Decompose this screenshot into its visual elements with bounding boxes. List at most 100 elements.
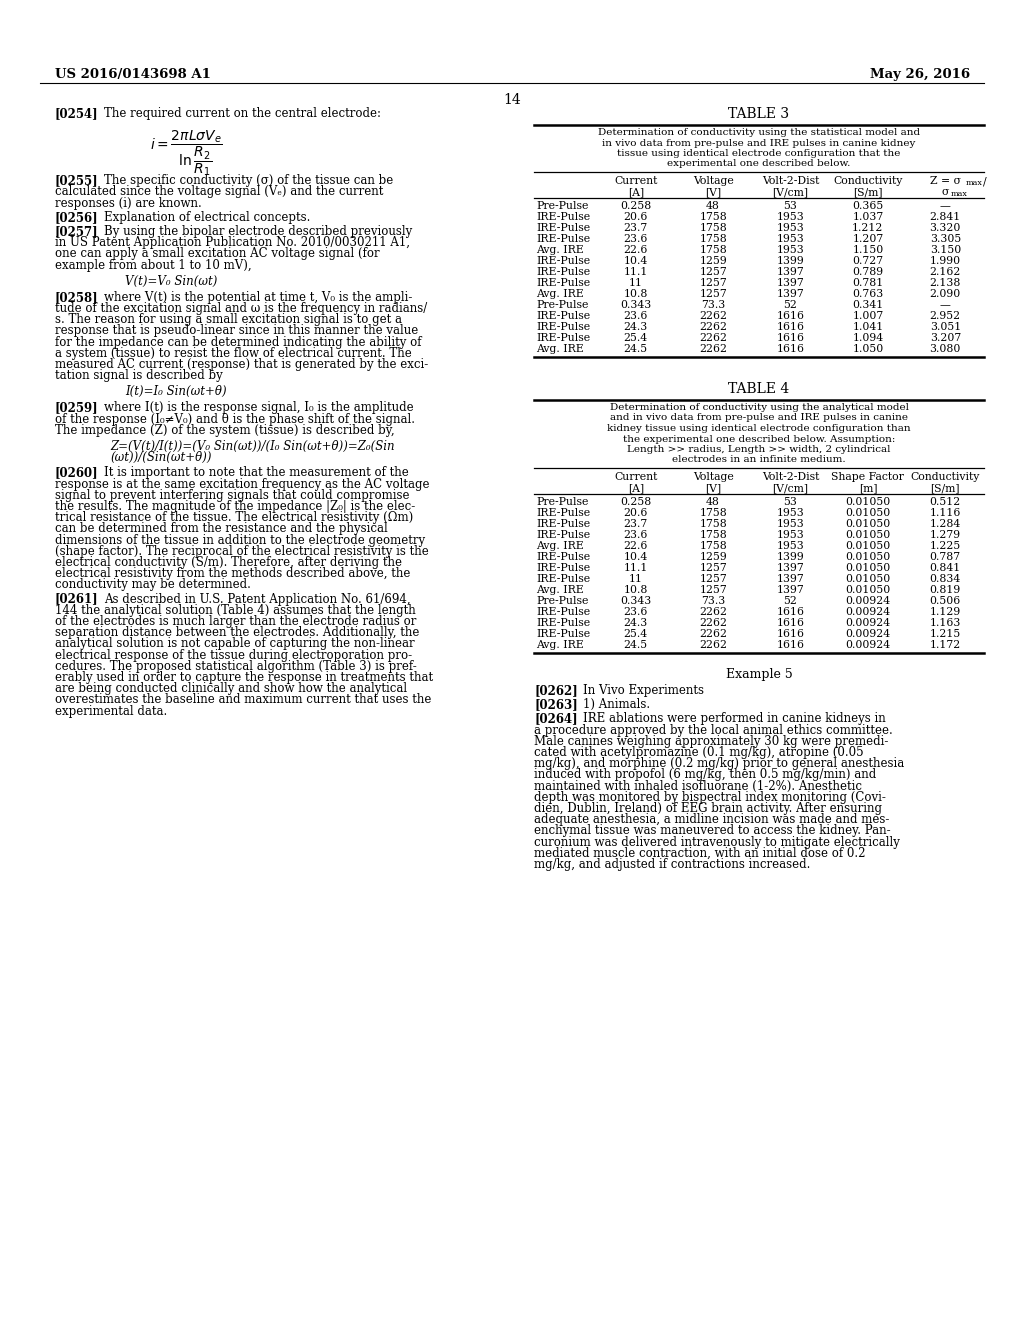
Text: 1257: 1257 <box>699 267 727 277</box>
Text: Male canines weighing approximately 30 kg were premedi-: Male canines weighing approximately 30 k… <box>534 735 889 748</box>
Text: for the impedance can be determined indicating the ability of: for the impedance can be determined indi… <box>55 335 422 348</box>
Text: 11.1: 11.1 <box>624 267 648 277</box>
Text: $i = \dfrac{2\pi L\sigma V_e}{\ln\dfrac{R_2}{R_1}}$: $i = \dfrac{2\pi L\sigma V_e}{\ln\dfrac{… <box>150 128 222 178</box>
Text: Pre-Pulse: Pre-Pulse <box>536 300 589 310</box>
Text: [S/m]: [S/m] <box>931 483 961 492</box>
Text: Volt-2-Dist: Volt-2-Dist <box>762 473 819 482</box>
Text: signal to prevent interfering signals that could compromise: signal to prevent interfering signals th… <box>55 488 410 502</box>
Text: conductivity may be determined.: conductivity may be determined. <box>55 578 251 591</box>
Text: 3.150: 3.150 <box>930 246 961 255</box>
Text: IRE-Pulse: IRE-Pulse <box>536 279 590 288</box>
Text: 0.00924: 0.00924 <box>846 640 891 649</box>
Text: [0261]: [0261] <box>55 593 98 606</box>
Text: 1259: 1259 <box>699 552 727 562</box>
Text: 2262: 2262 <box>699 345 727 354</box>
Text: are being conducted clinically and show how the analytical: are being conducted clinically and show … <box>55 682 408 696</box>
Text: electrical response of the tissue during electroporation pro-: electrical response of the tissue during… <box>55 648 412 661</box>
Text: can be determined from the resistance and the physical: can be determined from the resistance an… <box>55 523 388 536</box>
Text: Avg. IRE: Avg. IRE <box>536 289 584 300</box>
Text: 0.01050: 0.01050 <box>845 564 891 573</box>
Text: IRE-Pulse: IRE-Pulse <box>536 267 590 277</box>
Text: IRE ablations were performed in canine kidneys in: IRE ablations were performed in canine k… <box>583 713 886 726</box>
Text: enchymal tissue was maneuvered to access the kidney. Pan-: enchymal tissue was maneuvered to access… <box>534 825 891 837</box>
Text: example from about 1 to 10 mV),: example from about 1 to 10 mV), <box>55 259 252 272</box>
Text: 23.7: 23.7 <box>624 519 648 529</box>
Text: trical resistance of the tissue. The electrical resistivity (Ωm): trical resistance of the tissue. The ele… <box>55 511 414 524</box>
Text: 0.01050: 0.01050 <box>845 498 891 507</box>
Text: 53: 53 <box>783 498 798 507</box>
Text: 23.6: 23.6 <box>624 312 648 321</box>
Text: 25.4: 25.4 <box>624 630 648 639</box>
Text: 20.6: 20.6 <box>624 508 648 517</box>
Text: [0256]: [0256] <box>55 211 98 224</box>
Text: IRE-Pulse: IRE-Pulse <box>536 607 590 616</box>
Text: Z = σ: Z = σ <box>930 176 961 186</box>
Text: 0.506: 0.506 <box>930 597 961 606</box>
Text: responses (i) are known.: responses (i) are known. <box>55 197 202 210</box>
Text: 3.051: 3.051 <box>930 322 961 333</box>
Text: 1399: 1399 <box>776 256 805 267</box>
Text: 2262: 2262 <box>699 640 727 649</box>
Text: TABLE 4: TABLE 4 <box>728 381 790 396</box>
Text: Pre-Pulse: Pre-Pulse <box>536 597 589 606</box>
Text: electrical conductivity (S/m). Therefore, after deriving the: electrical conductivity (S/m). Therefore… <box>55 556 402 569</box>
Text: [V]: [V] <box>706 187 721 197</box>
Text: IRE-Pulse: IRE-Pulse <box>536 630 590 639</box>
Text: 1) Animals.: 1) Animals. <box>583 698 649 711</box>
Text: of the response (I₀≠V₀) and θ is the phase shift of the signal.: of the response (I₀≠V₀) and θ is the pha… <box>55 413 415 425</box>
Text: Explanation of electrical concepts.: Explanation of electrical concepts. <box>103 211 310 224</box>
Text: a system (tissue) to resist the flow of electrical current. The: a system (tissue) to resist the flow of … <box>55 347 412 360</box>
Text: a procedure approved by the local animal ethics committee.: a procedure approved by the local animal… <box>534 723 893 737</box>
Text: 48: 48 <box>707 498 720 507</box>
Text: 10.4: 10.4 <box>624 256 648 267</box>
Text: 1397: 1397 <box>776 279 805 288</box>
Text: 1616: 1616 <box>776 322 805 333</box>
Text: 0.763: 0.763 <box>852 289 884 300</box>
Text: [0259]: [0259] <box>55 401 98 414</box>
Text: calculated since the voltage signal (Vₑ) and the current: calculated since the voltage signal (Vₑ)… <box>55 185 383 198</box>
Text: dimensions of the tissue in addition to the electrode geometry: dimensions of the tissue in addition to … <box>55 533 425 546</box>
Text: 73.3: 73.3 <box>701 597 725 606</box>
Text: —: — <box>940 300 950 310</box>
Text: As described in U.S. Patent Application No. 61/694,: As described in U.S. Patent Application … <box>103 593 411 606</box>
Text: mg/kg), and morphine (0.2 mg/kg) prior to general anesthesia: mg/kg), and morphine (0.2 mg/kg) prior t… <box>534 758 904 770</box>
Text: experimental one described below.: experimental one described below. <box>668 160 851 169</box>
Text: 48: 48 <box>707 201 720 211</box>
Text: 2262: 2262 <box>699 333 727 343</box>
Text: 10.8: 10.8 <box>624 585 648 595</box>
Text: 1.212: 1.212 <box>852 223 884 234</box>
Text: 1953: 1953 <box>776 531 805 540</box>
Text: analytical solution is not capable of capturing the non-linear: analytical solution is not capable of ca… <box>55 638 415 651</box>
Text: 2262: 2262 <box>699 322 727 333</box>
Text: Avg. IRE: Avg. IRE <box>536 541 584 550</box>
Text: 0.787: 0.787 <box>930 552 961 562</box>
Text: 1616: 1616 <box>776 345 805 354</box>
Text: erably used in order to capture the response in treatments that: erably used in order to capture the resp… <box>55 671 433 684</box>
Text: By using the bipolar electrode described previously: By using the bipolar electrode described… <box>103 224 412 238</box>
Text: 1953: 1953 <box>776 213 805 222</box>
Text: 0.343: 0.343 <box>621 300 651 310</box>
Text: IRE-Pulse: IRE-Pulse <box>536 322 590 333</box>
Text: Determination of conductivity using the statistical model and: Determination of conductivity using the … <box>598 128 920 137</box>
Text: tissue using identical electrode configuration that the: tissue using identical electrode configu… <box>617 149 901 158</box>
Text: 1257: 1257 <box>699 564 727 573</box>
Text: Avg. IRE: Avg. IRE <box>536 246 584 255</box>
Text: 1.150: 1.150 <box>852 246 884 255</box>
Text: 1953: 1953 <box>776 508 805 517</box>
Text: 1616: 1616 <box>776 630 805 639</box>
Text: 0.01050: 0.01050 <box>845 541 891 550</box>
Text: 1953: 1953 <box>776 234 805 244</box>
Text: US 2016/0143698 A1: US 2016/0143698 A1 <box>55 69 211 81</box>
Text: 11: 11 <box>629 574 643 583</box>
Text: 1953: 1953 <box>776 246 805 255</box>
Text: 1257: 1257 <box>699 279 727 288</box>
Text: 1.007: 1.007 <box>852 312 884 321</box>
Text: 1758: 1758 <box>699 213 727 222</box>
Text: cated with acetylpromazine (0.1 mg/kg), atropine (0.05: cated with acetylpromazine (0.1 mg/kg), … <box>534 746 863 759</box>
Text: 1616: 1616 <box>776 618 805 628</box>
Text: 1.207: 1.207 <box>852 234 884 244</box>
Text: 0.00924: 0.00924 <box>846 630 891 639</box>
Text: 23.6: 23.6 <box>624 531 648 540</box>
Text: 1399: 1399 <box>776 552 805 562</box>
Text: [A]: [A] <box>628 483 644 492</box>
